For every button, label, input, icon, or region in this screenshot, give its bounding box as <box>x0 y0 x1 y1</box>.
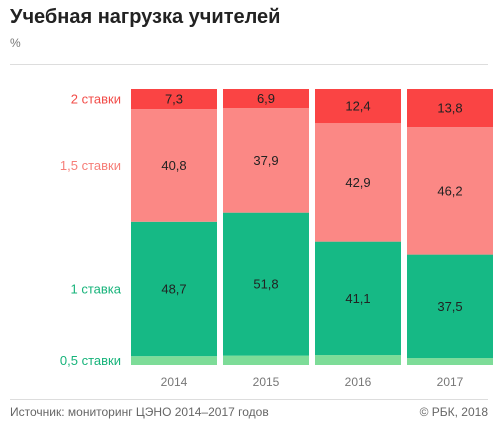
bar-segment-2017-1 <box>407 254 493 359</box>
bar-segment-2016-2 <box>315 123 401 242</box>
chart-title: Учебная нагрузка учителей <box>10 6 281 28</box>
data-label-2016-2: 42,9 <box>345 175 370 190</box>
labels-layer: 48,7 40,8 7,3 51,8 37,9 6,9 41,1 42,9 12,4 37,5 46… <box>161 91 462 314</box>
bar-segment-2017-0 <box>407 358 493 365</box>
x-tick-2017: 2017 <box>437 375 464 389</box>
data-label-2015-2: 37,9 <box>253 153 278 168</box>
bar-segment-2016-0 <box>315 355 401 365</box>
legend-layer: 0,5 ставки 1 ставка 1,5 ставки 2 ставки <box>60 92 122 369</box>
legend-label-3: 2 ставки <box>71 92 121 107</box>
bar-segment-2014-1 <box>131 221 217 357</box>
data-label-2017-3: 13,8 <box>437 101 462 116</box>
bar-segment-2014-0 <box>131 356 217 365</box>
x-tick-2016: 2016 <box>345 375 372 389</box>
data-label-2014-3: 7,3 <box>165 92 183 107</box>
data-label-2015-1: 51,8 <box>253 277 278 292</box>
bottom-divider <box>10 399 488 400</box>
bar-segment-2016-3 <box>315 89 401 124</box>
bar-segment-2015-2 <box>223 108 309 213</box>
source-note: Источник: мониторинг ЦЭНО 2014–2017 годо… <box>10 405 269 419</box>
data-label-2015-3: 6,9 <box>257 91 275 106</box>
legend-label-2: 1,5 ставки <box>60 158 121 173</box>
legend-label-1: 1 ставка <box>71 281 122 296</box>
bar-segment-2016-1 <box>315 241 401 356</box>
data-label-2017-1: 37,5 <box>437 299 462 314</box>
data-label-2014-1: 48,7 <box>161 281 186 296</box>
bar-segment-2015-3 <box>223 89 309 109</box>
copyright-note: © РБК, 2018 <box>419 405 488 419</box>
bar-segment-2014-3 <box>131 89 217 110</box>
bars-layer <box>131 89 493 365</box>
top-divider <box>10 64 488 65</box>
data-label-2014-2: 40,8 <box>161 158 186 173</box>
x-tick-2014: 2014 <box>161 375 188 389</box>
data-label-2016-1: 41,1 <box>345 291 370 306</box>
bar-segment-2015-0 <box>223 355 309 365</box>
data-label-2017-2: 46,2 <box>437 183 462 198</box>
x-tick-2015: 2015 <box>253 375 280 389</box>
bar-segment-2014-2 <box>131 109 217 222</box>
x-ticks-layer: 2014 2015 2016 2017 <box>161 375 464 389</box>
unit-label: % <box>10 36 21 50</box>
bar-segment-2015-1 <box>223 212 309 356</box>
legend-label-0: 0,5 ставки <box>60 353 121 368</box>
bar-segment-2017-3 <box>407 89 493 128</box>
bar-segment-2017-2 <box>407 127 493 255</box>
data-label-2016-3: 12,4 <box>345 99 370 114</box>
